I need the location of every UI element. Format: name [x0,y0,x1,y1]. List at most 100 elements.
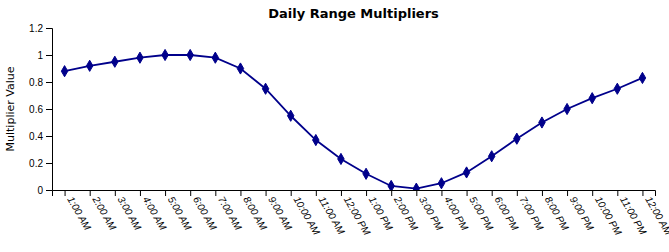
x-tick-mark [517,190,518,196]
x-tick: 11:00 PM [618,190,649,237]
x-tick-label: 8:00 PM [543,195,571,233]
x-tick: 2:00 PM [391,190,420,233]
chart: 00.20.40.60.811.21:00 AM2:00 AM3:00 AM4:… [0,0,669,252]
y-tick-mark [46,190,52,191]
x-tick: 2:00 AM [90,190,119,233]
point [338,153,344,164]
y-tick: 0.2 [29,158,52,169]
x-tick-label: 1:00 PM [367,195,395,233]
y-tick: 0.4 [29,131,52,142]
point [564,103,570,114]
x-tick: 6:00 PM [492,190,521,233]
point [463,167,469,178]
point [162,49,168,60]
y-tick-mark [46,136,52,137]
point [488,151,494,162]
point [61,66,67,77]
y-tick-mark [46,55,52,56]
x-tick: 7:00 AM [216,190,245,233]
x-tick-label: 4:00 PM [442,195,470,233]
point [86,60,92,71]
point [313,134,319,145]
point [614,83,620,94]
x-tick-mark [617,190,618,196]
point [388,180,394,190]
point [212,52,218,63]
x-tick: 9:00 PM [568,190,597,233]
x-tick: 10:00 AM [291,190,322,237]
point [539,117,545,128]
title: Daily Range Multipliers [268,6,439,21]
x-tick: 1:00 PM [367,190,396,233]
x-tick-label: 12:00 AM [643,195,669,238]
x-tick-label: 2:00 PM [391,194,420,233]
x-tick-label: 3:00 AM [116,195,144,233]
point [112,56,118,67]
x-tick: 5:00 PM [467,190,496,233]
point [237,63,243,74]
point [187,49,193,60]
x-tick-mark [441,190,442,196]
x-tick-mark [567,190,568,196]
y-tick-label: 0.8 [29,77,43,88]
point [363,168,369,179]
y-axis-line [46,29,53,191]
y-tick-label: 0.2 [29,158,43,169]
x-tick-mark [65,190,66,196]
y-axis-title: Multiplier Value [4,66,17,151]
x-tick-mark [190,190,191,196]
plot: 00.20.40.60.811.21:00 AM2:00 AM3:00 AM4:… [29,23,669,238]
x-tick-label: 7:00 AM [216,195,244,233]
point [514,133,520,144]
x-tick-mark [165,190,166,196]
y-tick: 0.6 [29,104,52,115]
x-tick: 5:00 AM [166,190,195,233]
x-tick-label: 8:00 AM [241,195,269,233]
x-tick: 8:00 AM [241,190,270,233]
x-axis-line [53,191,656,197]
x-tick-mark [467,190,468,196]
line [65,55,643,189]
y-tick-label: 1 [37,50,43,61]
y-tick-mark [46,109,52,110]
x-tick-label: 9:00 AM [266,195,294,233]
y-tick-mark [46,28,52,29]
y-tick: 1 [37,50,52,61]
x-tick-mark [391,190,392,196]
x-tick: 3:00 AM [115,190,144,233]
x-tick: 3:00 PM [417,190,446,233]
x-tick-mark [642,190,643,196]
x-tick-mark [140,190,141,196]
x-tick: 11:00 AM [316,190,347,237]
y-tick: 1.2 [29,23,52,34]
x-tick-label: 2:00 AM [90,194,119,233]
y-tick-label: 0 [37,185,43,196]
y-tick-mark [46,163,52,164]
x-tick: 1:00 AM [65,190,94,233]
x-tick-label: 6:00 PM [492,195,520,233]
x-tick-mark [366,190,367,196]
x-tick: 10:00 PM [593,190,625,238]
x-tick-label: 4:00 AM [141,195,169,233]
x-tick-label: 9:00 PM [568,195,596,233]
x-tick-mark [341,190,342,196]
point [287,110,293,121]
x-tick-label: 5:00 AM [166,195,194,233]
x-tick-mark [492,190,493,196]
x-tick: 6:00 AM [191,190,220,233]
x-tick: 12:00 AM [643,190,669,237]
x-tick: 4:00 AM [140,190,169,233]
x-tick-mark [416,190,417,196]
point [262,83,268,94]
point [137,52,143,63]
x-tick-label: 7:00 PM [518,195,546,233]
x-tick-mark [240,190,241,196]
y-axis: 0 0.2 0.4 0.6 0.8 1 1.2 [29,23,52,196]
x-tick-mark [215,190,216,196]
series [61,49,645,190]
x-tick: 12:00 PM [341,190,373,238]
y-tick: 0 [37,185,52,196]
x-tick-mark [592,190,593,196]
x-tick-label: 5:00 PM [467,195,495,233]
x-tick-mark [316,190,317,196]
